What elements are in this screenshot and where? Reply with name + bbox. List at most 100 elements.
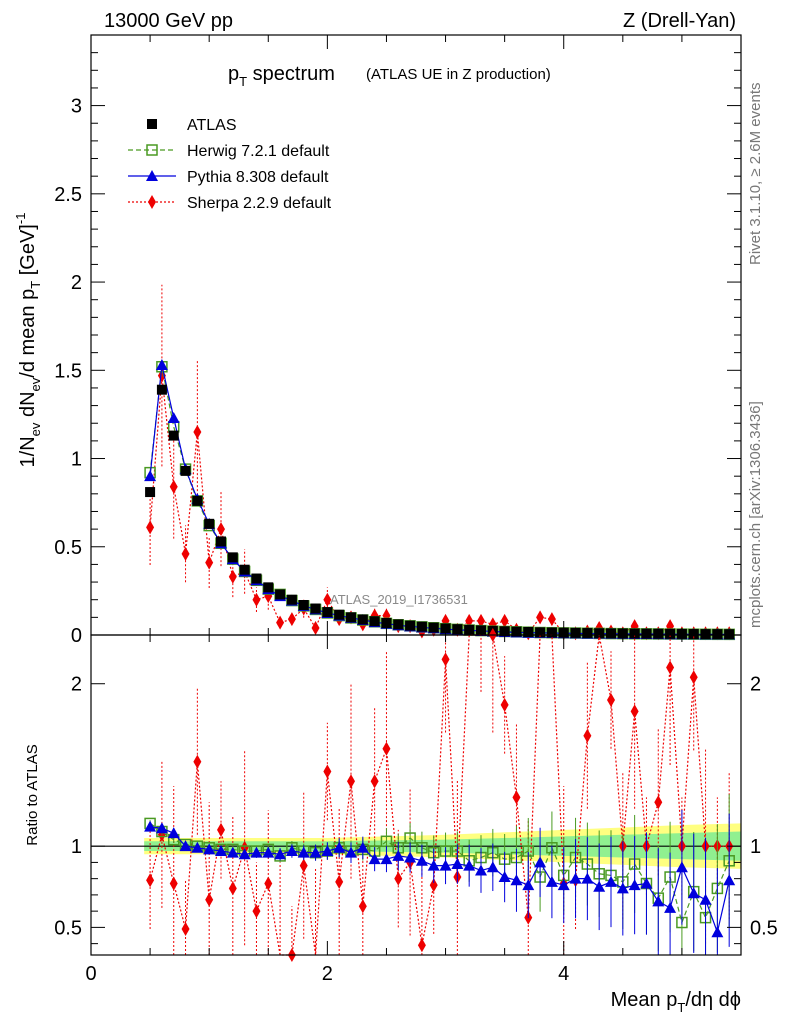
main-point-atlas bbox=[393, 619, 404, 630]
plot-title-main: p bbox=[228, 63, 239, 85]
main-point-atlas bbox=[641, 628, 652, 639]
main-point-atlas bbox=[168, 430, 179, 441]
main-point-sherpa bbox=[547, 612, 556, 627]
plot-title: pT spectrum bbox=[228, 63, 335, 89]
ratio-y-tick-label-right: 2 bbox=[750, 674, 761, 696]
main-y-tick-label: 1.5 bbox=[54, 360, 82, 382]
ratio-line-sherpa bbox=[149, 634, 730, 956]
watermark: ATLAS_2019_I1736531 bbox=[330, 592, 468, 607]
ratio-point-pythia bbox=[191, 841, 204, 853]
ratio-point-sherpa bbox=[429, 878, 438, 893]
main-point-atlas bbox=[582, 628, 593, 639]
ratio-point-sherpa bbox=[666, 660, 675, 675]
ratio-point-pythia bbox=[321, 845, 334, 857]
ratio-point-pythia bbox=[309, 846, 322, 858]
main-point-atlas bbox=[286, 594, 297, 605]
ratio-y-tick-label-left: 1 bbox=[71, 836, 82, 858]
main-point-atlas bbox=[251, 573, 262, 584]
main-point-atlas bbox=[476, 625, 486, 636]
ratio-point-pythia bbox=[356, 841, 369, 853]
legend-marker-pythia bbox=[146, 170, 158, 181]
x-tick-label: 4 bbox=[558, 963, 569, 985]
ratio-point-pythia bbox=[486, 861, 499, 873]
ratio-point-pythia bbox=[463, 859, 476, 871]
ratio-point-pythia bbox=[144, 820, 157, 832]
main-y-tick-label: 2.5 bbox=[54, 184, 82, 206]
main-point-atlas bbox=[653, 628, 664, 639]
ratio-point-pythia bbox=[652, 895, 665, 907]
ratio-point-pythia bbox=[427, 859, 440, 871]
plot-title-note: (ATLAS UE in Z production) bbox=[366, 66, 551, 83]
ratio-y-axis-label: Ratio to ATLAS bbox=[24, 744, 41, 845]
ratio-point-pythia bbox=[368, 853, 381, 865]
x-tick-label: 2 bbox=[322, 963, 333, 985]
ratio-point-sherpa bbox=[394, 871, 403, 886]
ratio-point-pythia bbox=[687, 887, 700, 899]
ratio-point-pythia bbox=[333, 841, 346, 853]
ratio-y-tick-label-right: 0.5 bbox=[750, 917, 778, 939]
main-y-tick-label: 0.5 bbox=[54, 537, 82, 559]
main-point-sherpa bbox=[311, 620, 320, 635]
ratio-point-sherpa bbox=[323, 764, 332, 779]
ratio-point-pythia bbox=[439, 859, 452, 871]
legend-label: Sherpa 2.2.9 default bbox=[187, 195, 332, 212]
ratio-point-pythia bbox=[262, 846, 275, 858]
main-point-atlas bbox=[192, 495, 203, 506]
main-series-sherpa bbox=[146, 284, 734, 641]
main-point-herwig bbox=[167, 421, 180, 433]
main-point-sherpa bbox=[536, 610, 545, 625]
ratio-point-sherpa bbox=[169, 876, 178, 891]
main-point-atlas bbox=[688, 629, 699, 640]
main-y-tick-label: 3 bbox=[71, 96, 82, 118]
main-point-atlas bbox=[156, 384, 167, 395]
main-point-atlas bbox=[629, 628, 640, 639]
ratio-point-pythia bbox=[581, 872, 594, 884]
main-series-atlas bbox=[145, 384, 735, 640]
main-point-pythia bbox=[155, 359, 168, 370]
ratio-point-pythia bbox=[297, 846, 310, 858]
ratio-y-tick-label-left: 2 bbox=[71, 674, 82, 696]
plot-title-sub: T bbox=[239, 74, 247, 89]
ratio-point-pythia bbox=[616, 882, 629, 894]
main-point-atlas bbox=[263, 582, 274, 593]
ratio-point-sherpa bbox=[264, 876, 273, 891]
ratio-point-pythia bbox=[167, 827, 180, 839]
ratio-point-pythia bbox=[179, 840, 192, 852]
plot-title-tail: spectrum bbox=[247, 63, 335, 85]
main-panel: ATLAS_2019_I1736531 0 0.5 1 1.5 2 2.5 3 pT spe… bbox=[13, 34, 742, 647]
ratio-point-sherpa bbox=[335, 874, 344, 889]
main-point-atlas bbox=[322, 607, 333, 618]
ratio-ticks: 0.5 0.5 1 1 2 2 0 2 4 bbox=[54, 635, 778, 985]
ratio-point-pythia bbox=[711, 926, 724, 938]
main-point-sherpa bbox=[193, 425, 202, 440]
ratio-point-pythia bbox=[498, 871, 511, 883]
legend-label: ATLAS bbox=[187, 117, 237, 134]
ratio-point-pythia bbox=[238, 848, 251, 860]
main-series-layer bbox=[144, 284, 736, 641]
x-tick-label: 0 bbox=[85, 963, 96, 985]
main-y-tick-label: 0 bbox=[71, 625, 82, 647]
legend-label: Pythia 8.308 default bbox=[187, 169, 329, 186]
ratio-point-sherpa bbox=[205, 892, 214, 907]
ratio-point-pythia bbox=[510, 874, 523, 886]
legend-marker-atlas bbox=[147, 119, 157, 129]
ratio-point-pythia bbox=[155, 822, 168, 834]
ratio-point-sherpa bbox=[417, 938, 426, 953]
ratio-point-pythia bbox=[664, 901, 677, 913]
ratio-point-pythia bbox=[699, 893, 712, 905]
ratio-y-tick-label-right: 1 bbox=[750, 836, 761, 858]
main-point-atlas bbox=[712, 629, 723, 640]
ratio-point-pythia bbox=[404, 851, 417, 863]
ratio-point-pythia bbox=[380, 853, 393, 865]
ratio-point-pythia bbox=[451, 858, 464, 870]
ratio-point-sherpa bbox=[217, 822, 225, 837]
legend-marker-herwig bbox=[146, 144, 158, 156]
main-point-atlas bbox=[511, 626, 522, 637]
ratio-point-sherpa bbox=[654, 795, 663, 810]
ratio-line-herwig bbox=[149, 822, 730, 925]
ratio-point-sherpa bbox=[299, 858, 308, 873]
main-point-sherpa bbox=[323, 592, 332, 607]
main-point-atlas bbox=[310, 603, 321, 614]
main-point-atlas bbox=[452, 624, 463, 635]
